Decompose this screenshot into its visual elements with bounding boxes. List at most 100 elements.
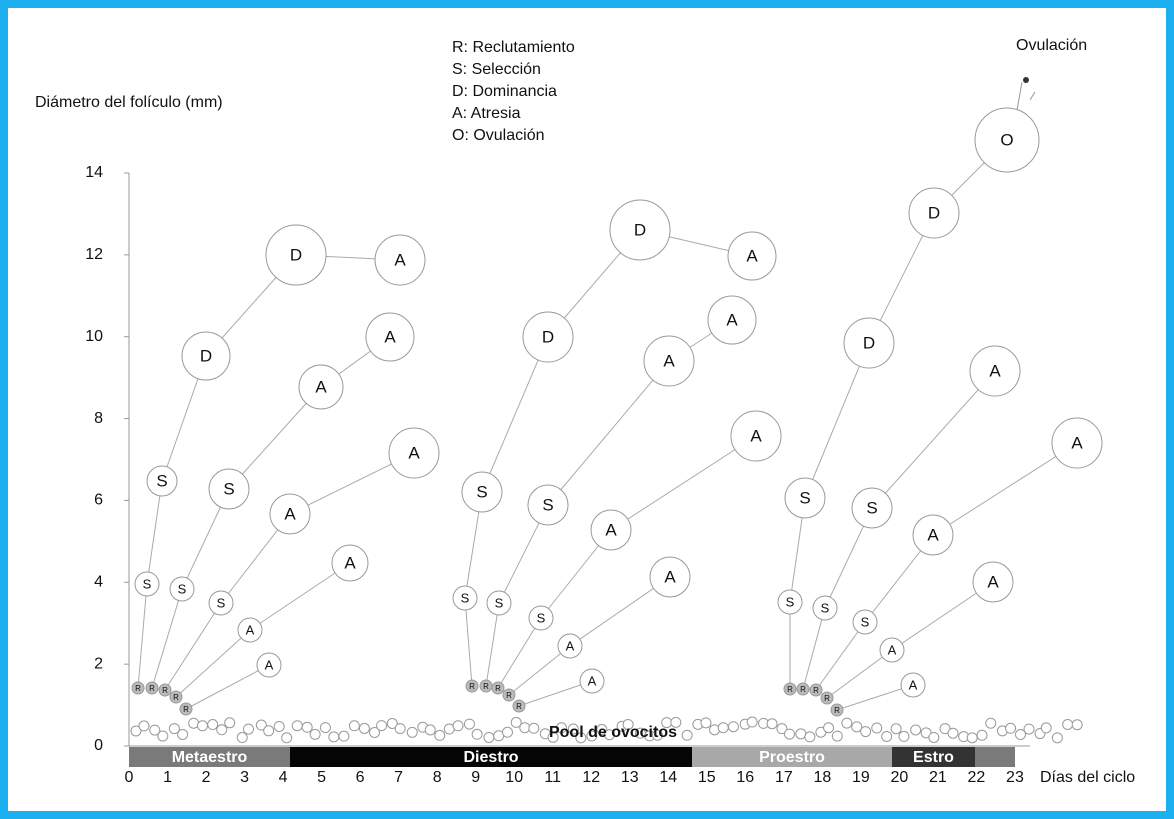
follicle [879, 637, 905, 663]
follicle [852, 609, 878, 635]
y-tick-label: 0 [94, 737, 103, 754]
pool-follicle [471, 728, 483, 740]
follicle-label: D [200, 346, 212, 365]
follicle-label: R [824, 694, 830, 703]
pool-follicle [910, 724, 922, 736]
ovulation-label: Ovulación [1016, 37, 1087, 54]
x-tick-label: 4 [279, 769, 288, 786]
legend-item: D: Dominancia [452, 83, 557, 100]
pool-follicle [463, 718, 475, 730]
x-tick-label: 17 [775, 769, 793, 786]
pool-follicle [263, 725, 275, 737]
follicle [969, 345, 1021, 397]
legend-item: O: Ovulación [452, 127, 544, 144]
edge [518, 680, 593, 707]
follicle-label: A [384, 327, 396, 346]
x-tick-label: 11 [544, 769, 561, 786]
pool-follicle [966, 732, 978, 744]
x-tick-label: 2 [202, 769, 211, 786]
legend: R: Reclutamiento S: Selección D: Dominanci… [452, 39, 575, 144]
pool-follicle [670, 716, 682, 728]
pool-follicle [528, 722, 540, 734]
follicle [527, 484, 569, 526]
follicle-label: S [821, 600, 830, 615]
y-tick-label: 8 [94, 410, 103, 427]
pool-follicle [776, 723, 788, 735]
follicle [237, 617, 263, 643]
y-tick-label: 12 [85, 246, 103, 263]
follicle-label: A [408, 443, 420, 462]
phase-label: Metaestro [172, 749, 248, 766]
follicle-label: A [927, 525, 939, 544]
nodes: R S S D D A R S S A A R S A A R A A R A R S S D D A R S S A A R S A A R A A R A… [131, 107, 1103, 717]
pool-follicle [149, 724, 161, 736]
pool-follicle [434, 729, 446, 741]
x-tick-label: 13 [621, 769, 639, 786]
follicle [528, 605, 554, 631]
pool-follicle [130, 725, 142, 737]
pool-follicle [1023, 723, 1035, 735]
pool-follicle [1051, 732, 1063, 744]
follicle [609, 199, 671, 261]
follicle-label: S [786, 594, 795, 609]
follicle-label: A [750, 426, 762, 445]
follicle [452, 585, 478, 611]
x-tick-label: 15 [698, 769, 716, 786]
pool-follicle [947, 727, 959, 739]
x-axis-label: Días del ciclo [1040, 769, 1135, 786]
edge [804, 342, 870, 499]
follicle [643, 335, 695, 387]
phase-label: Estro [913, 749, 954, 766]
edge [228, 386, 322, 490]
follicle-label: A [664, 567, 676, 586]
y-tick-label: 6 [94, 492, 103, 509]
pool-follicle [795, 728, 807, 740]
pool-follicle [898, 730, 910, 742]
pool-follicle [1071, 719, 1083, 731]
pool-follicle [168, 723, 180, 735]
follicle-label: A [588, 673, 597, 688]
follicle-label: A [284, 504, 296, 523]
x-tick-label: 1 [163, 769, 172, 786]
follicle [256, 652, 282, 678]
pool-follicle [575, 732, 587, 744]
pool-follicle [1015, 729, 1027, 741]
pool-follicle [291, 720, 303, 732]
follicle [851, 487, 893, 529]
follicle-label: S [476, 482, 487, 501]
x-tick-label: 7 [394, 769, 403, 786]
follicle [912, 514, 954, 556]
pool-follicle [851, 721, 863, 733]
pool-follicle [358, 722, 370, 734]
follicle [908, 187, 960, 239]
pool-label: Pool de ovocitos [549, 724, 677, 741]
follicle-label: R [135, 684, 141, 693]
edge [485, 602, 500, 687]
x-tick-label: 21 [929, 769, 947, 786]
follicle-label: A [987, 572, 999, 591]
follicle-label: S [542, 495, 553, 514]
follicle [972, 561, 1014, 603]
follicle [830, 703, 844, 717]
pool-follicle [1062, 718, 1074, 730]
y-tick-label: 4 [94, 573, 103, 590]
follicle [820, 691, 834, 705]
edge [932, 442, 1078, 536]
follicle-label: D [634, 220, 646, 239]
edge [836, 684, 914, 711]
pool-follicle [424, 724, 436, 736]
edge [249, 562, 351, 631]
follicle [707, 295, 757, 345]
follicle [590, 509, 632, 551]
pool-follicle [281, 732, 293, 744]
edge [464, 597, 473, 687]
edge [137, 583, 148, 689]
follicle [169, 690, 183, 704]
ovum [1023, 77, 1029, 83]
x-tick-label: 6 [356, 769, 365, 786]
follicle-label: A [888, 642, 897, 657]
x-tick-label: 16 [736, 769, 754, 786]
pool-follicle [328, 731, 340, 743]
follicle [900, 672, 926, 698]
follicle [146, 465, 178, 497]
